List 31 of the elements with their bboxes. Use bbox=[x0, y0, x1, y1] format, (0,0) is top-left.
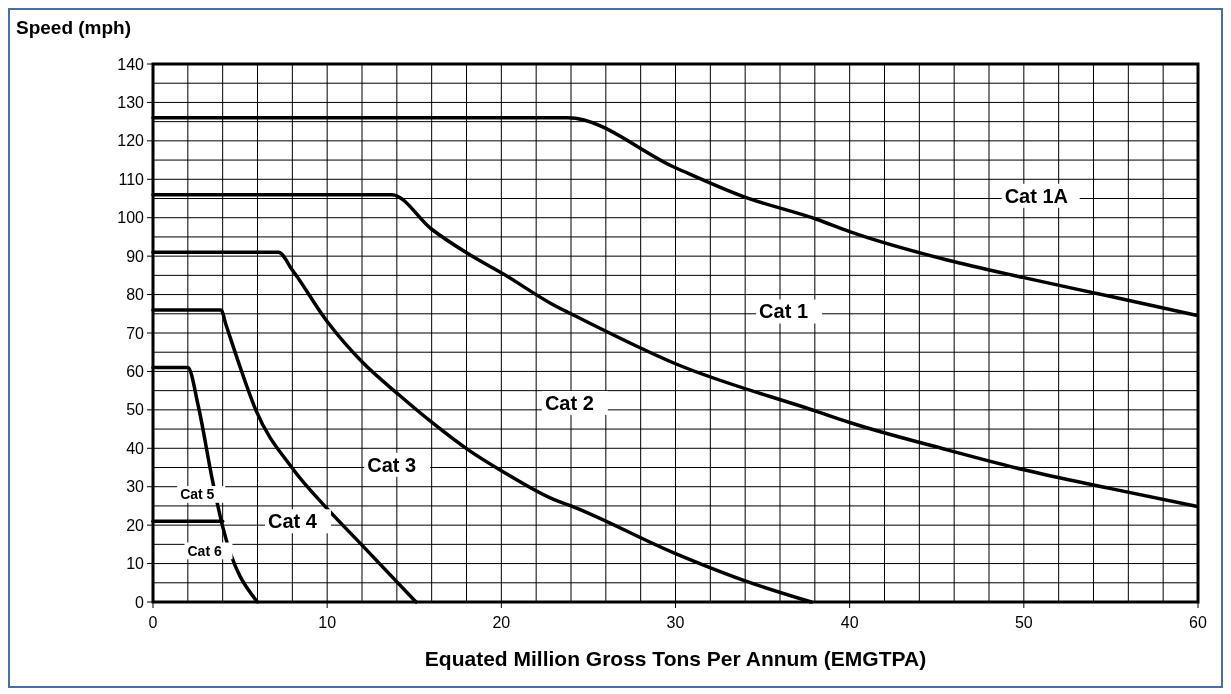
y-tick-label: 70 bbox=[126, 324, 145, 342]
annotation: Cat 4 bbox=[267, 510, 318, 533]
annotation: Cat 6 bbox=[187, 542, 222, 559]
x-tick-label: 60 bbox=[1189, 614, 1207, 631]
y-tick-label: 60 bbox=[126, 363, 145, 381]
y-axis-title: Speed (mph) bbox=[16, 17, 132, 38]
x-tick-label: 0 bbox=[148, 614, 158, 631]
x-axis-title: Equated Million Gross Tons Per Annum (EMGTPA) bbox=[424, 647, 927, 670]
annotation: Cat 3 bbox=[367, 453, 417, 476]
y-tick-label: 30 bbox=[126, 478, 145, 496]
y-tick-label: 120 bbox=[117, 132, 145, 150]
annotation: Cat 1A bbox=[1004, 184, 1069, 207]
y-tick-label: 40 bbox=[126, 439, 145, 457]
annotation: Cat 2 bbox=[544, 391, 594, 414]
x-tick-label: 30 bbox=[666, 614, 685, 631]
x-tick-label: 40 bbox=[840, 614, 859, 631]
x-tick-label: 50 bbox=[1014, 614, 1033, 631]
y-tick-label: 90 bbox=[126, 247, 145, 265]
annotation: Cat 1 bbox=[759, 300, 809, 323]
y-tick-label: 0 bbox=[135, 593, 145, 611]
y-tick-label: 140 bbox=[117, 55, 145, 73]
x-tick-label: 20 bbox=[492, 614, 511, 631]
y-tick-label: 50 bbox=[126, 401, 145, 419]
y-tick-label: 100 bbox=[117, 209, 145, 227]
x-tick-label: 10 bbox=[318, 614, 337, 631]
y-tick-label: 80 bbox=[126, 286, 145, 304]
y-tick-label: 20 bbox=[126, 516, 145, 534]
annotation: Cat 5 bbox=[180, 486, 215, 503]
y-tick-label: 110 bbox=[118, 170, 145, 188]
y-tick-label: 10 bbox=[126, 555, 145, 573]
y-tick-label: 130 bbox=[117, 94, 145, 112]
